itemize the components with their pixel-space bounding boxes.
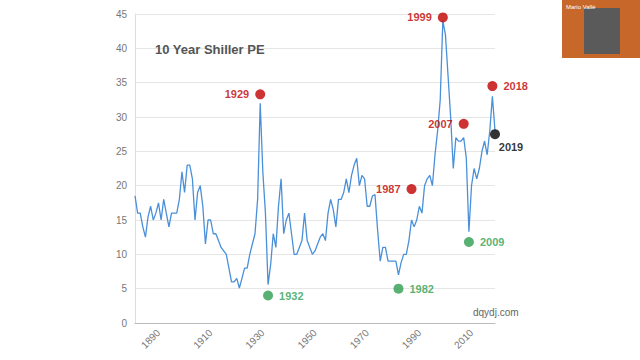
svg-text:2010: 2010 — [452, 327, 476, 351]
svg-text:1932: 1932 — [279, 290, 303, 302]
svg-text:1930: 1930 — [243, 327, 267, 351]
svg-text:15: 15 — [116, 215, 128, 226]
svg-text:1990: 1990 — [400, 327, 424, 351]
svg-text:0: 0 — [121, 318, 127, 329]
svg-text:10: 10 — [116, 249, 128, 260]
svg-text:Mario Vallé: Mario Vallé — [566, 4, 596, 10]
svg-text:20: 20 — [116, 180, 128, 191]
svg-text:1987: 1987 — [376, 183, 400, 195]
svg-text:2018: 2018 — [503, 80, 527, 92]
svg-text:30: 30 — [116, 112, 128, 123]
svg-text:1910: 1910 — [191, 327, 215, 351]
svg-text:2019: 2019 — [499, 141, 523, 153]
svg-text:dqydj.com: dqydj.com — [473, 307, 519, 318]
svg-text:25: 25 — [116, 146, 128, 157]
svg-text:2009: 2009 — [480, 236, 504, 248]
svg-text:35: 35 — [116, 77, 128, 88]
svg-text:1982: 1982 — [409, 283, 433, 295]
svg-text:45: 45 — [116, 9, 128, 20]
svg-text:1929: 1929 — [225, 88, 249, 100]
svg-text:5: 5 — [121, 283, 127, 294]
svg-text:40: 40 — [116, 43, 128, 54]
svg-text:1950: 1950 — [295, 327, 319, 351]
svg-text:1999: 1999 — [407, 11, 431, 23]
svg-text:10 Year Shiller PE: 10 Year Shiller PE — [155, 42, 265, 57]
svg-text:2007: 2007 — [428, 118, 452, 130]
svg-text:1890: 1890 — [139, 327, 163, 351]
svg-text:1970: 1970 — [348, 327, 372, 351]
